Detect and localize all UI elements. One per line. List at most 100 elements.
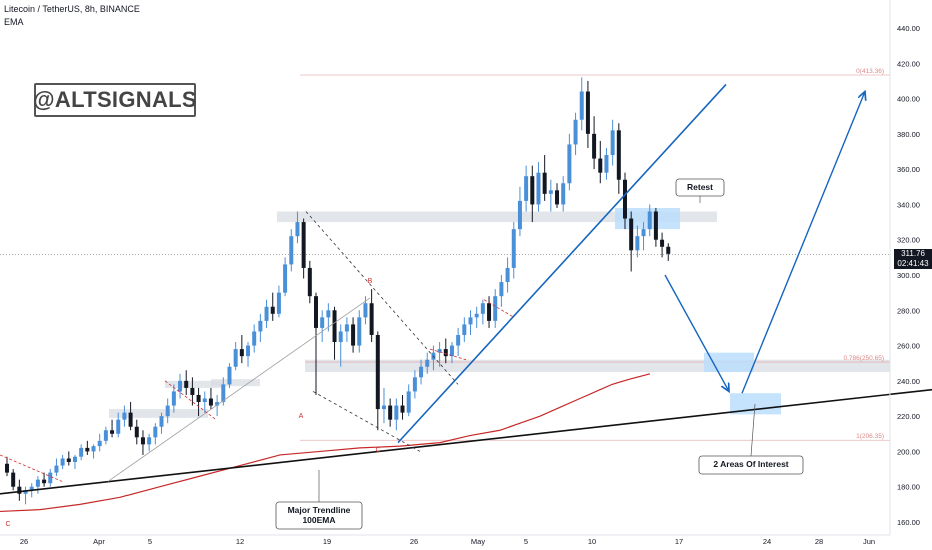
- candle-body: [653, 211, 658, 240]
- candle-body: [54, 465, 59, 473]
- y-tick-label: 280.00: [897, 306, 920, 315]
- x-tick-label: 12: [236, 537, 244, 546]
- candle-body: [604, 155, 609, 173]
- candle-body: [48, 472, 53, 484]
- candle-body: [140, 437, 145, 445]
- y-tick-label: 200.00: [897, 447, 920, 456]
- candle-body: [110, 430, 115, 434]
- callout-box: [698, 455, 804, 475]
- candle-body: [394, 405, 399, 420]
- candle-body: [208, 398, 213, 406]
- candle-body: [79, 447, 84, 457]
- y-tick-label: 300.00: [897, 271, 920, 280]
- wave-label: B: [368, 278, 373, 285]
- candle-body: [202, 398, 207, 403]
- candle-body: [579, 91, 584, 120]
- candle-body: [585, 91, 590, 134]
- candle-body: [381, 405, 386, 410]
- bar-countdown: 02:41:43: [897, 259, 929, 268]
- resistance-zone: [305, 359, 890, 373]
- candle-body: [122, 412, 127, 420]
- candle-body: [23, 490, 28, 494]
- candle-body: [511, 229, 516, 268]
- candle-body: [660, 239, 665, 247]
- candle-body: [159, 416, 164, 427]
- candle-body: [91, 446, 96, 452]
- x-tick-label: 26: [410, 537, 418, 546]
- candle-body: [598, 158, 603, 173]
- candle-body: [480, 303, 485, 314]
- candle-body: [147, 437, 152, 445]
- candle-body: [5, 463, 9, 473]
- candle-body: [289, 236, 294, 265]
- candle-body: [412, 377, 417, 392]
- candle-body: [307, 267, 312, 297]
- red-dashed-line: [0, 454, 63, 482]
- candle-body: [320, 317, 325, 328]
- candle-body: [178, 380, 183, 392]
- x-tick-label: 5: [524, 537, 528, 546]
- x-tick-label: 24: [763, 537, 771, 546]
- candle-body: [66, 458, 71, 463]
- candle-body: [517, 200, 522, 230]
- candle-body: [11, 472, 16, 487]
- altsignals-watermark: @ALTSIGNALS: [33, 83, 197, 117]
- candle-body: [530, 176, 535, 205]
- y-tick-label: 160.00: [897, 518, 920, 527]
- projection-arrow-down: [664, 274, 729, 391]
- candle-body: [647, 211, 652, 230]
- x-tick-label: 26: [20, 537, 28, 546]
- candle-body: [72, 456, 77, 463]
- callout-box: [675, 178, 725, 197]
- candle-body: [456, 334, 461, 346]
- candle-body: [462, 324, 467, 335]
- major-trendline-label: 100EMA: [302, 515, 335, 525]
- candle-body: [338, 331, 343, 343]
- falling-channel-upper: [305, 211, 459, 385]
- y-tick-label: 240.00: [897, 377, 920, 386]
- candle-body: [246, 345, 251, 357]
- y-tick-label: 440.00: [897, 24, 920, 33]
- candle-body: [196, 394, 201, 403]
- x-tick-label: 19: [323, 537, 331, 546]
- y-tick-label: 320.00: [897, 236, 920, 245]
- resistance-zone: [211, 379, 260, 387]
- candle-body: [555, 190, 560, 205]
- area-of-interest-box: [704, 352, 754, 373]
- candle-body: [351, 324, 356, 346]
- candle-body: [171, 391, 176, 406]
- candle-body: [103, 430, 108, 441]
- resistance-zone: [277, 211, 717, 223]
- y-tick-label: 420.00: [897, 59, 920, 68]
- x-tick-label: 28: [815, 537, 823, 546]
- candle-body: [400, 405, 405, 413]
- major-trendline: [0, 388, 932, 495]
- y-tick-label: 340.00: [897, 200, 920, 209]
- projection-arrow-up: [741, 92, 865, 394]
- wave-label: A: [299, 413, 304, 420]
- y-tick-label: 260.00: [897, 342, 920, 351]
- candle-body: [233, 349, 238, 367]
- candle-body: [635, 236, 640, 251]
- x-tick-label: May: [471, 537, 485, 546]
- y-tick-label: 220.00: [897, 412, 920, 421]
- candle-body: [332, 310, 337, 343]
- candle-body: [116, 419, 121, 434]
- symbol-title[interactable]: Litecoin / TetherUS, 8h, BINANCE: [4, 4, 140, 14]
- candle-body: [35, 479, 40, 487]
- candle-body: [369, 303, 374, 335]
- ema-100-line: [0, 373, 651, 513]
- candle-body: [561, 183, 566, 205]
- candle-body: [239, 349, 244, 357]
- candle-body: [536, 172, 541, 205]
- red-dashed-line: [429, 348, 467, 361]
- candle-body: [215, 402, 220, 406]
- candle-body: [227, 366, 232, 385]
- drawing-layer: A B C C Retest 2 Areas Of Interest Major Trend…: [0, 83, 932, 530]
- candle-body: [97, 440, 102, 447]
- x-tick-label: Jun: [863, 537, 875, 546]
- resistance-zone: [165, 380, 222, 388]
- candle-body: [60, 458, 65, 466]
- indicator-label[interactable]: EMA: [4, 17, 24, 27]
- candle-body: [505, 267, 510, 283]
